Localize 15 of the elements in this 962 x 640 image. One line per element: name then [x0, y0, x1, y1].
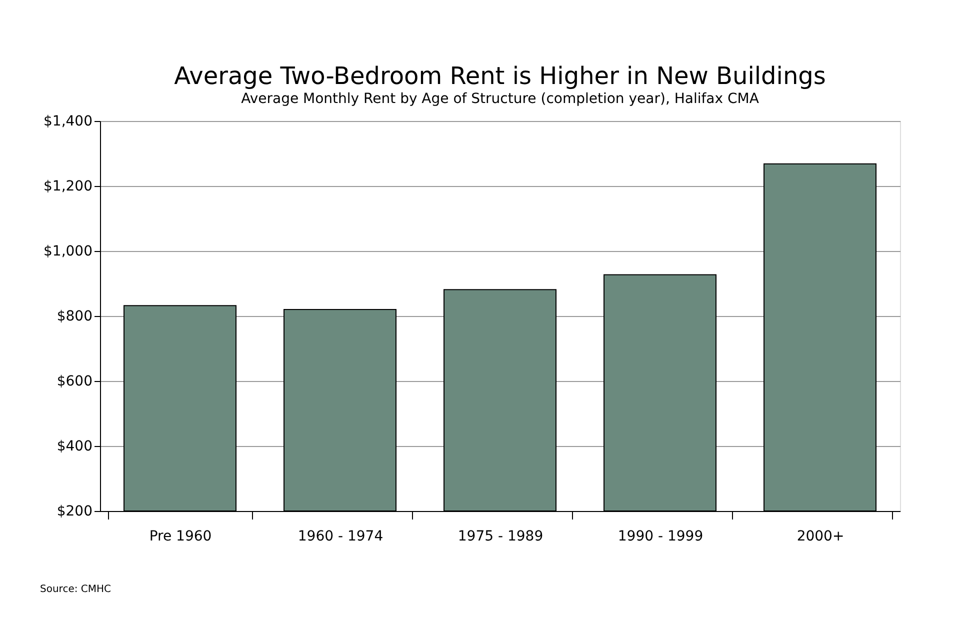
y-tick-label: $200 — [56, 504, 92, 520]
x-tick-label: 2000+ — [796, 528, 844, 544]
y-tick-label: $400 — [56, 438, 92, 454]
y-tick-label: $600 — [56, 374, 92, 390]
x-tick-label: Pre 1960 — [149, 528, 212, 544]
source-note: Source: CMHC — [40, 584, 112, 595]
chart-title: Average Two-Bedroom Rent is Higher in New Buildings — [174, 62, 826, 90]
chart-subtitle: Average Monthly Rent by Age of Structure (completion year), Halifax CMA — [241, 91, 760, 107]
y-tick-label: $1,400 — [44, 114, 92, 130]
y-tick-label: $1,000 — [44, 244, 92, 260]
x-tick-label: 1960 - 1974 — [298, 528, 384, 544]
x-tick-label: 1975 - 1989 — [458, 528, 544, 544]
y-tick-label: $1,200 — [44, 178, 92, 194]
y-tick-label: $800 — [56, 308, 92, 324]
x-tick-label: 1990 - 1999 — [618, 528, 704, 544]
